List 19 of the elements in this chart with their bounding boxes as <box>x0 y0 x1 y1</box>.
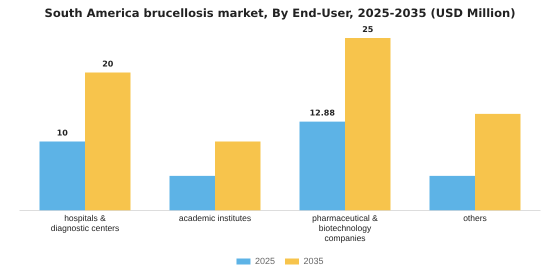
x-tick-label: hospitals & diagnostic centers <box>50 212 120 234</box>
data-label: 25 <box>362 25 374 34</box>
bar <box>475 114 520 210</box>
bar <box>215 141 260 210</box>
bar <box>85 72 130 210</box>
data-label: 10 <box>56 128 68 138</box>
bar <box>170 176 215 210</box>
data-label: 12.88 <box>310 108 336 118</box>
x-tick-label: others <box>463 212 487 223</box>
chart-title: South America brucellosis market, By End-User, 2025-2035 (USD Million) <box>44 6 516 20</box>
bar <box>40 141 85 210</box>
x-tick-label: academic institutes <box>178 212 252 223</box>
bar <box>345 38 390 210</box>
legend-label: 2025 <box>254 256 276 266</box>
legend-label: 2035 <box>304 256 324 266</box>
bar <box>300 122 345 210</box>
x-tick-label: pharmaceutical & biotechnology companies <box>312 212 378 244</box>
data-label: 20 <box>102 60 114 69</box>
bar <box>430 176 475 210</box>
